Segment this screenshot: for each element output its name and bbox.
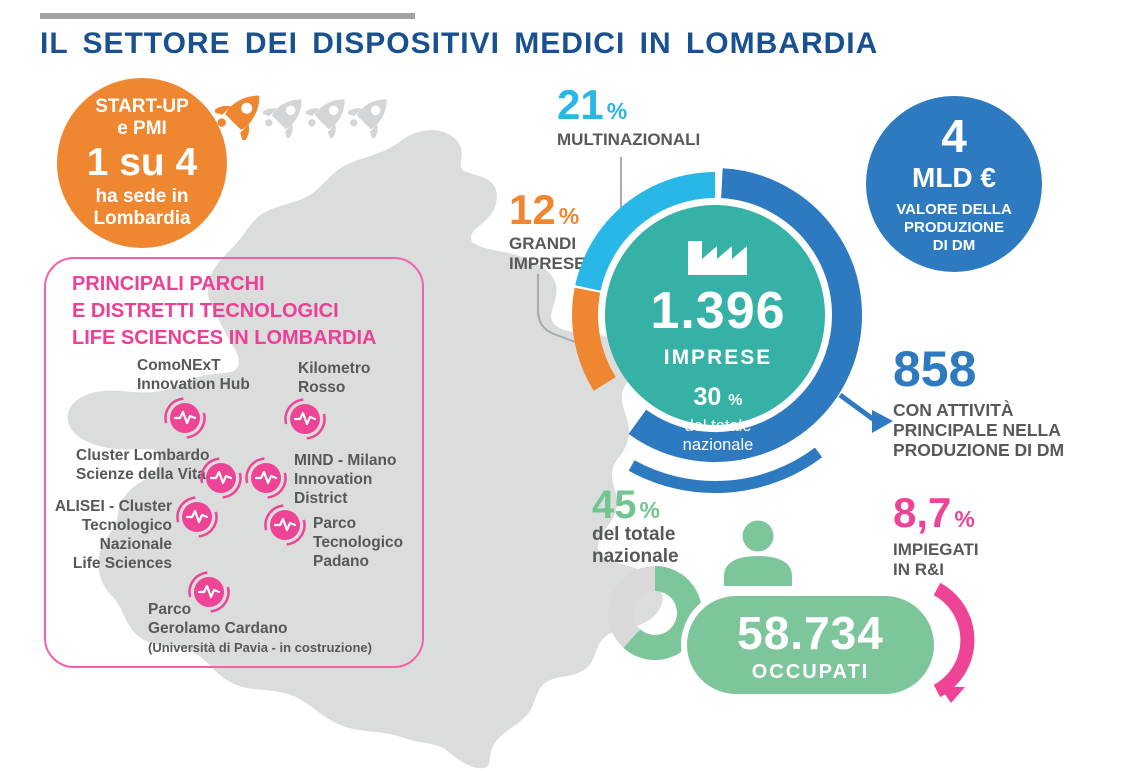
rocket-icon [263, 99, 302, 138]
factory-icon [688, 241, 747, 275]
grandi-imprese-connector [537, 274, 576, 343]
startup-ratio: 1 su 4 [86, 141, 198, 184]
grandi-imprese-value: 12 [509, 186, 556, 233]
rocket-icon [215, 95, 260, 140]
occupati-share-unit: % [639, 497, 660, 523]
park-label-comonext: ComoNExT Innovation Hub [137, 357, 250, 393]
imprese-share-caption: del totale nazionale [682, 417, 754, 454]
pulse-icon [264, 504, 306, 546]
park-label-mind: MIND - Milano Innovation District [294, 452, 397, 507]
park-label-padano: Parco Tecnologico Padano [313, 515, 404, 570]
produzione-callout-arrow-icon [872, 410, 893, 433]
pulse-icon [245, 457, 287, 499]
imprese-share: 30 % [693, 383, 743, 411]
pulse-icon [200, 457, 242, 499]
person-icon [724, 520, 792, 586]
occupati-donut-lombardia [623, 566, 702, 660]
startup-line1: START-UP [95, 96, 189, 117]
occupati-pill: 58.734 OCCUPATI [687, 596, 934, 694]
rocket-icon [306, 99, 345, 138]
multinazionali-unit: % [606, 98, 628, 124]
produzione-dm-caption: CON ATTIVITÀ PRINCIPALE NELLA PRODUZIONE… [893, 400, 1065, 460]
ricerca-label: IMPIEGATI IN R&I [893, 540, 979, 579]
multinazionali-connector [620, 157, 622, 235]
occupati-label: OCCUPATI [751, 661, 870, 683]
multinazionali-label: MULTINAZIONALI [557, 130, 701, 149]
valore-unit: MLD € [912, 162, 996, 194]
header-rule [40, 13, 415, 19]
parks-box-title: PRINCIPALI PARCHI E DISTRETTI TECNOLOGIC… [72, 273, 377, 349]
imprese-donut-segment-altre [628, 168, 862, 463]
valore-caption: VALORE DELLA PRODUZIONE DI DM [896, 200, 1012, 254]
occupati-share-stat: 45% [592, 485, 660, 525]
page-title: IL SETTORE DEI DISPOSITIVI MEDICI IN LOM… [40, 27, 879, 60]
imprese-donut-center [605, 205, 825, 425]
park-label-alisei: ALISEI - Cluster Tecnologico Nazionale L… [54, 498, 172, 572]
pulse-icon [164, 397, 206, 439]
imprese-donut-accent-arc [628, 447, 823, 494]
occupati-accent-arc [933, 582, 975, 703]
occupati-accent-arrow-icon [940, 687, 965, 703]
multinazionali-value: 21 [557, 81, 604, 128]
valore-produzione-badge: 4 MLD € VALORE DELLA PRODUZIONE DI DM [866, 96, 1042, 272]
multinazionali-stat: 21% [557, 84, 627, 126]
park-label-kilometro-rosso: Kilometro Rosso [298, 360, 371, 396]
imprese-donut-segment-multinazionali [575, 172, 716, 291]
valore-value: 4 [941, 110, 967, 163]
ricerca-unit: % [954, 506, 975, 532]
rocket-icon [348, 99, 387, 138]
imprese-donut-chart [572, 168, 893, 494]
grandi-imprese-stat: 12% [509, 189, 579, 231]
parks-box [44, 257, 424, 668]
startup-line3: ha sede in [95, 186, 189, 207]
ricerca-stat: 8,7% [893, 492, 975, 534]
produzione-callout-line [838, 392, 879, 425]
park-label-cluster-lombardo: Cluster Lombardo Scienze della Vita [76, 447, 210, 483]
pulse-icon [188, 571, 230, 613]
occupati-value: 58.734 [737, 607, 884, 659]
park-label-gerolamo-cardano: Parco Gerolamo Cardano (Università di Pa… [148, 601, 372, 655]
pulse-icon [284, 398, 326, 440]
imprese-donut-segment-grandi-imprese [572, 287, 617, 391]
startup-line2: e PMI [117, 118, 167, 139]
imprese-center-text: 1.396 IMPRESE 30 % del totale nazionale [593, 285, 843, 455]
startup-badge: START-UP e PMI 1 su 4 ha sede in Lombard… [57, 78, 227, 248]
occupati-share-caption: del totale nazionale [592, 524, 679, 567]
occupati-share-value: 45 [592, 483, 637, 527]
grandi-imprese-label: GRANDI IMPRESE [509, 234, 586, 273]
imprese-label: IMPRESE [663, 346, 773, 369]
imprese-count: 1.396 [650, 282, 786, 340]
occupati-donut-chart [608, 566, 702, 660]
ricerca-value: 8,7 [893, 489, 952, 536]
grandi-imprese-unit: % [558, 203, 580, 229]
startup-line4: Lombardia [93, 208, 191, 229]
produzione-dm-value: 858 [893, 341, 977, 397]
pulse-icon [176, 496, 218, 538]
